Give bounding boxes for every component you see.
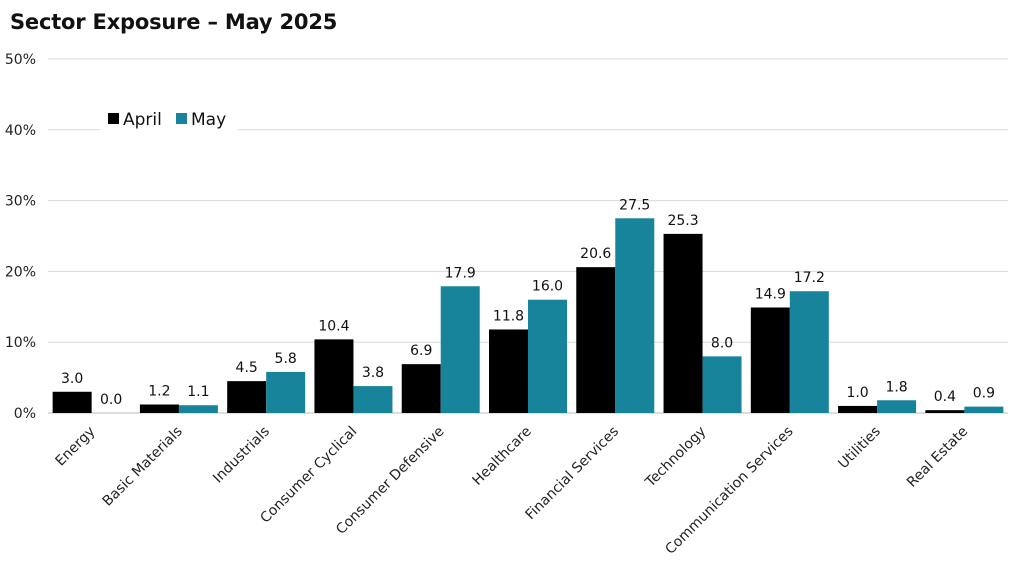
data-label: 0.0	[100, 392, 122, 408]
legend-label-may: May	[191, 110, 226, 130]
bar-may-utilities	[877, 400, 917, 413]
y-tick-label: 20%	[5, 264, 36, 280]
bar-may-real-estate	[964, 406, 1004, 413]
data-label: 1.1	[187, 384, 209, 400]
y-tick-label: 40%	[5, 123, 36, 139]
data-label: 14.9	[755, 287, 786, 303]
bar-april-consumer-cyclical	[314, 339, 354, 413]
bar-april-technology	[663, 233, 703, 413]
data-label: 25.3	[667, 213, 698, 229]
bar-april-healthcare	[489, 329, 528, 413]
bar-may-technology	[702, 356, 742, 413]
bar-april-financial-services	[576, 267, 616, 413]
data-label: 0.4	[934, 389, 956, 405]
bar-april-industrials	[227, 381, 267, 413]
data-label: 27.5	[619, 197, 650, 213]
legend-swatch-april	[108, 113, 119, 124]
bar-may-consumer-cyclical	[353, 386, 393, 413]
data-label: 3.8	[362, 365, 384, 381]
chart-title: Sector Exposure – May 2025	[10, 10, 338, 34]
y-axis-ticks: 0% 10% 20% 30% 40% 50%	[5, 52, 36, 422]
bar-april-consumer-defensive	[401, 364, 441, 413]
data-label: 8.0	[711, 335, 733, 351]
x-tick-label: Industrials	[210, 424, 273, 487]
data-label: 10.4	[318, 318, 349, 334]
y-tick-label: 10%	[5, 335, 36, 351]
legend: April May	[100, 104, 238, 134]
bar-may-healthcare	[528, 299, 567, 413]
bar-may-financial-services	[615, 218, 655, 413]
bar-april-basic-materials	[139, 404, 179, 413]
data-label: 20.6	[580, 246, 611, 262]
y-tick-label: 50%	[5, 52, 36, 68]
x-tick-label: Utilities	[835, 424, 884, 473]
bar-april-utilities	[838, 405, 878, 413]
legend-label-april: April	[123, 110, 162, 130]
data-label: 11.8	[493, 308, 524, 324]
bars	[52, 218, 1004, 413]
x-tick-label: Consumer Cyclical	[257, 424, 360, 527]
data-label: 5.8	[275, 351, 297, 367]
data-label: 1.0	[846, 385, 868, 401]
data-label: 1.8	[885, 379, 907, 395]
legend-background	[100, 104, 238, 134]
bar-april-energy	[52, 391, 92, 413]
data-label: 6.9	[410, 343, 432, 359]
bar-may-industrials	[266, 371, 306, 413]
x-tick-label: Basic Materials	[100, 424, 186, 510]
bar-may-communication-services	[789, 291, 829, 413]
x-axis-categories: Energy Basic Materials IndustrialsConsumer…	[52, 424, 971, 558]
legend-swatch-may	[176, 113, 187, 124]
y-tick-label: 30%	[5, 194, 36, 210]
y-tick-label: 0%	[14, 406, 36, 422]
bar-april-real-estate	[925, 410, 965, 413]
bar-may-basic-materials	[178, 405, 218, 413]
data-label: 17.9	[445, 265, 476, 281]
data-label: 0.9	[973, 386, 995, 402]
x-tick-label: Energy	[52, 424, 98, 470]
x-tick-label: Technology	[642, 424, 709, 491]
data-label: 3.0	[61, 371, 83, 387]
data-label: 1.2	[148, 384, 170, 400]
data-label: 17.2	[794, 270, 825, 286]
x-tick-label: Real Estate	[904, 424, 971, 491]
data-labels: 3.0 1.2 4.5 10.4 6.9 11.8 20.6 25.3 14.9 1.0 0.4 0.…	[61, 197, 995, 408]
x-tick-label: Financial Services	[523, 424, 623, 524]
bar-april-communication-services	[750, 307, 790, 413]
data-label: 4.5	[236, 360, 258, 376]
data-label: 16.0	[532, 279, 563, 295]
x-tick-label: Healthcare	[470, 424, 535, 489]
bar-may-consumer-defensive	[440, 286, 480, 413]
